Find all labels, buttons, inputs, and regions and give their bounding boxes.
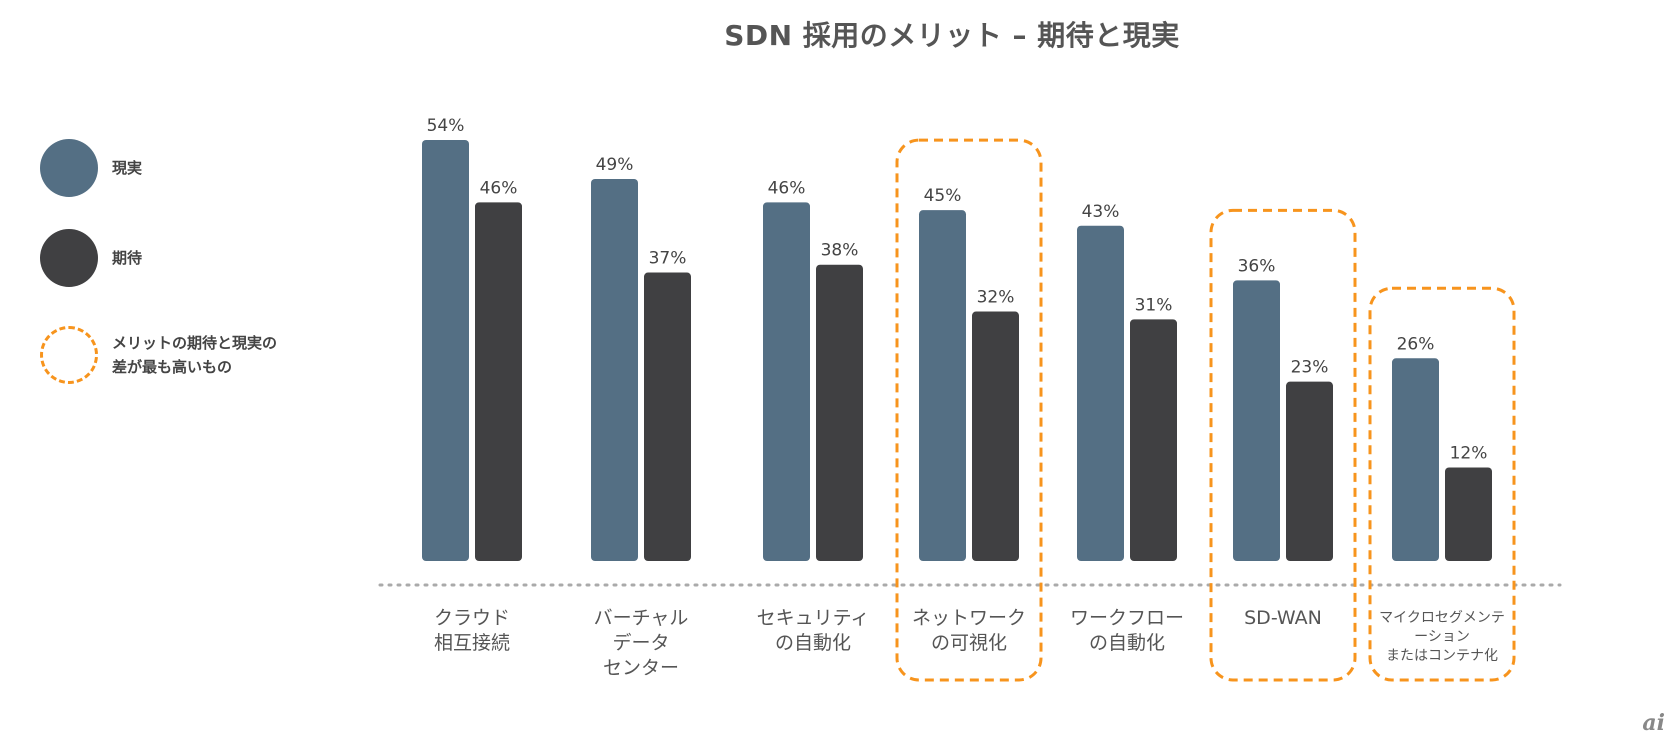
legend-swatch-reality-icon: [40, 139, 98, 197]
category-label: マイクロセグメンテーションまたはコンテナ化: [1379, 610, 1505, 664]
legend-item-highlight: メリットの期待と現実の 差が最も高いもの: [40, 326, 277, 384]
legend-label-reality: 現実: [112, 159, 143, 177]
value-label: 54%: [427, 116, 465, 136]
value-label: 26%: [1397, 334, 1435, 354]
legend-swatch-highlight-icon: [40, 326, 98, 384]
legend-label-highlight: メリットの期待と現実の 差が最も高いもの: [112, 331, 277, 379]
legend-highlight-line2: 差が最も高いもの: [112, 358, 233, 376]
value-label: 36%: [1238, 256, 1276, 276]
highlight-box: [1368, 286, 1516, 682]
legend-item-reality: 現実: [40, 139, 142, 197]
bar-expectation: [972, 311, 1019, 561]
value-label: 38%: [821, 241, 859, 261]
value-label: 23%: [1291, 358, 1329, 378]
legend-label-expectation: 期待: [112, 249, 143, 267]
bar-reality: [1233, 280, 1280, 561]
bar-expectation: [1445, 467, 1492, 561]
value-label: 37%: [649, 249, 687, 269]
value-label: 31%: [1135, 295, 1173, 315]
bar-reality: [763, 202, 810, 562]
highlight-box: [895, 138, 1043, 682]
category-label: バーチャルデータセンター: [594, 607, 689, 679]
legend-swatch-expectation-icon: [40, 229, 98, 287]
bar-reality: [919, 210, 966, 561]
bar-reality: [1392, 358, 1439, 561]
bar-expectation: [475, 202, 522, 562]
chart-title: SDN 採用のメリット – 期待と現実: [724, 19, 1180, 52]
category-label: セキュリティの自動化: [757, 607, 870, 654]
value-label: 43%: [1082, 202, 1120, 222]
bar-expectation: [644, 272, 691, 561]
category-label: ワークフローの自動化: [1070, 607, 1184, 654]
bar-reality: [591, 178, 638, 561]
value-label: 12%: [1450, 443, 1488, 463]
category-label: SD-WAN: [1244, 607, 1322, 629]
value-label: 49%: [596, 155, 634, 175]
legend-item-expectation: 期待: [40, 229, 142, 287]
bar-expectation: [816, 264, 863, 561]
bar-reality: [422, 140, 469, 561]
value-label: 32%: [977, 288, 1015, 308]
bar-expectation: [1286, 381, 1333, 561]
legend-highlight-line1: メリットの期待と現実の: [112, 334, 278, 352]
category-label: ネットワークの可視化: [912, 607, 1026, 654]
value-label: 46%: [480, 178, 518, 198]
ai-logo: ai: [1642, 710, 1665, 736]
bar-expectation: [1130, 319, 1177, 561]
category-label: クラウド相互接続: [434, 607, 510, 654]
highlight-box: [1209, 208, 1357, 682]
value-label: 46%: [768, 178, 806, 198]
value-label: 45%: [924, 186, 962, 206]
bar-reality: [1077, 225, 1124, 561]
